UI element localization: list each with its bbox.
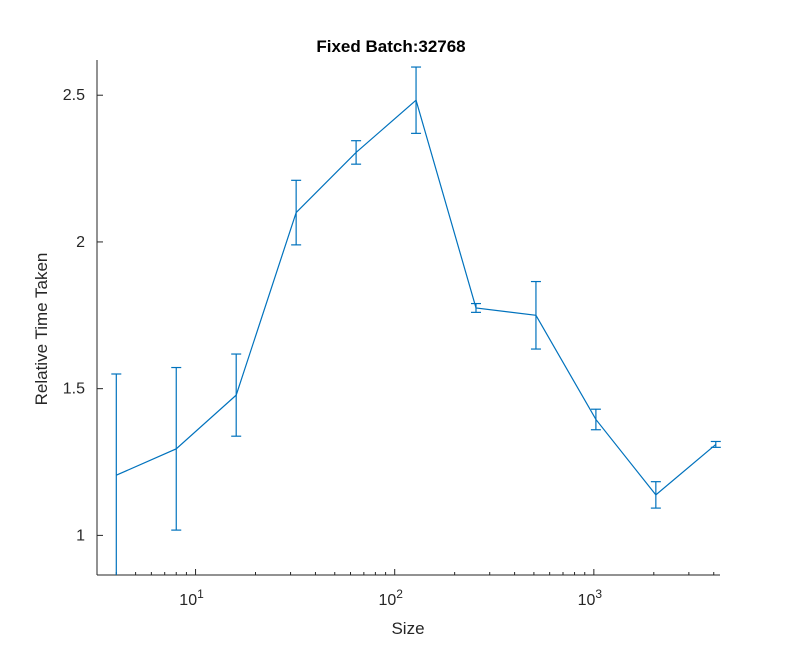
error-bars <box>111 66 721 575</box>
y-tick-label: 2.5 <box>63 87 85 104</box>
axis-ticks: 1 1.5 2 2.5 101 102 103 <box>63 87 715 609</box>
x-tick-label: 103 <box>578 587 603 609</box>
x-axis-label: Size <box>391 619 424 638</box>
x-tick-label: 101 <box>179 587 204 609</box>
y-axis-label: Relative Time Taken <box>32 253 51 406</box>
y-tick-label: 1.5 <box>63 381 85 398</box>
axes <box>96 60 720 576</box>
y-tick-label: 1 <box>76 527 85 544</box>
chart-title: Fixed Batch:32768 <box>316 37 465 56</box>
x-tick-label: 102 <box>378 587 403 609</box>
series-line-group <box>116 99 717 496</box>
series-line <box>116 99 717 496</box>
y-tick-label: 2 <box>76 234 85 251</box>
